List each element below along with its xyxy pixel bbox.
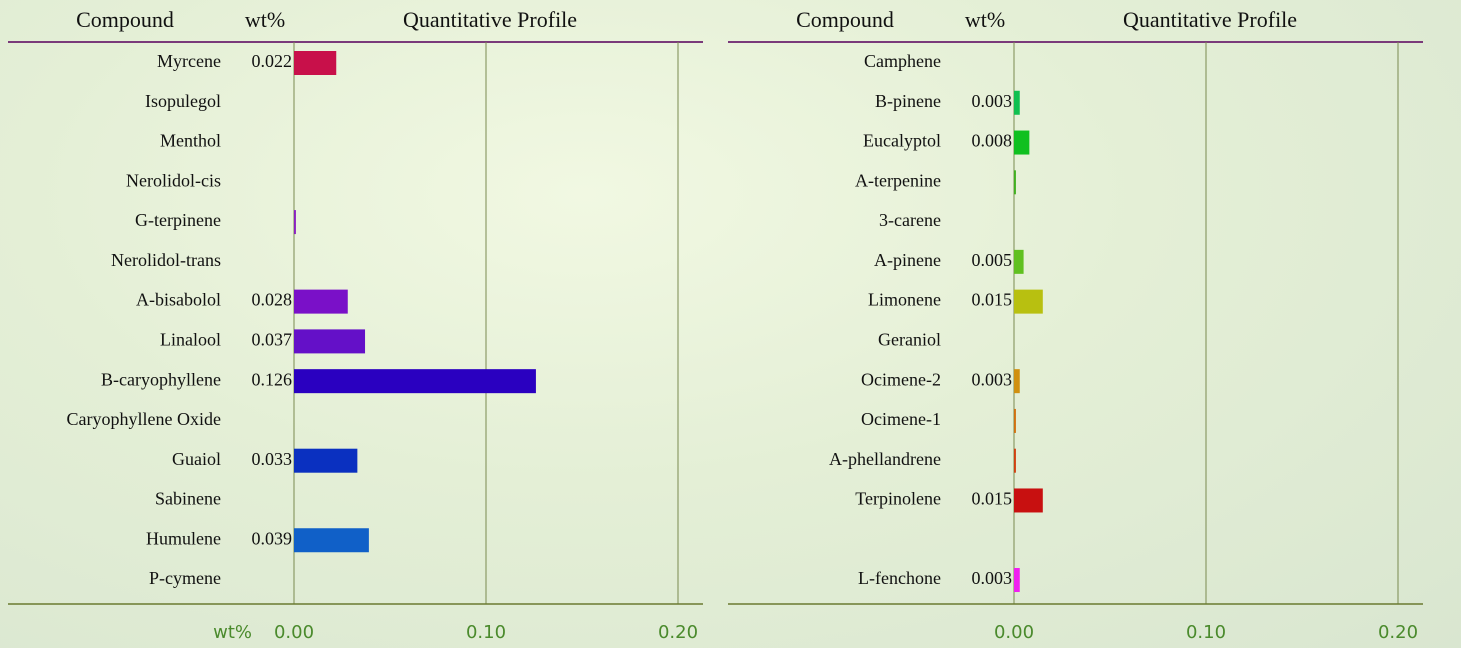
x-tick-label: 0.10 bbox=[466, 622, 506, 643]
bar bbox=[1014, 488, 1043, 513]
value-label: 0.005 bbox=[972, 250, 1013, 270]
header-compound: Compound bbox=[796, 7, 894, 32]
bar bbox=[294, 210, 296, 235]
bar bbox=[294, 369, 536, 394]
compound-label: Linalool bbox=[160, 330, 221, 350]
compound-label: Guaiol bbox=[172, 449, 221, 469]
compound-label: L-fenchone bbox=[858, 568, 941, 588]
value-label: 0.037 bbox=[252, 330, 293, 350]
compound-label: Humulene bbox=[146, 528, 221, 548]
x-tick-label: 0.20 bbox=[658, 622, 698, 643]
compound-label: Camphene bbox=[864, 51, 941, 71]
bar bbox=[1014, 90, 1020, 115]
bar bbox=[294, 51, 337, 75]
compound-label: A-phellandrene bbox=[829, 449, 941, 469]
compound-label: A-bisabolol bbox=[136, 290, 221, 310]
compound-label: P-cymene bbox=[149, 568, 221, 588]
bar bbox=[1014, 408, 1016, 433]
compound-label: Limonene bbox=[868, 290, 941, 310]
value-label: 0.015 bbox=[972, 290, 1013, 310]
compound-label: Terpinolene bbox=[855, 489, 941, 509]
compound-label: A-terpenine bbox=[855, 170, 941, 190]
value-label: 0.126 bbox=[252, 369, 293, 389]
x-tick-label: 0.10 bbox=[1186, 622, 1226, 643]
compound-label: Menthol bbox=[160, 131, 221, 151]
value-label: 0.008 bbox=[972, 131, 1013, 151]
bar bbox=[1014, 170, 1016, 195]
value-label: 0.003 bbox=[972, 568, 1013, 588]
compound-label: Ocimene-2 bbox=[861, 369, 941, 389]
compound-label: 3-carene bbox=[879, 210, 941, 230]
compound-label: Caryophyllene Oxide bbox=[67, 409, 221, 429]
value-label: 0.033 bbox=[252, 449, 293, 469]
compound-label: Nerolidol-trans bbox=[111, 250, 221, 270]
compound-label: Nerolidol-cis bbox=[126, 170, 221, 190]
compound-label: Isopulegol bbox=[145, 91, 221, 111]
bar bbox=[294, 329, 366, 354]
value-label: 0.039 bbox=[252, 528, 293, 548]
compound-label: A-pinene bbox=[874, 250, 941, 270]
x-tick-label: 0.00 bbox=[994, 622, 1034, 643]
bar bbox=[294, 448, 358, 473]
bar bbox=[294, 289, 348, 314]
compound-label: Eucalyptol bbox=[863, 131, 941, 151]
x-tick-label: 0.00 bbox=[274, 622, 314, 643]
header-profile: Quantitative Profile bbox=[1123, 7, 1297, 32]
value-label: 0.022 bbox=[252, 51, 293, 71]
value-label: 0.015 bbox=[972, 489, 1013, 509]
compound-label: Sabinene bbox=[155, 489, 221, 509]
compound-label: B-pinene bbox=[875, 91, 941, 111]
bar bbox=[1014, 249, 1024, 274]
compound-label: Ocimene-1 bbox=[861, 409, 941, 429]
value-label: 0.003 bbox=[972, 91, 1013, 111]
compound-label: Geraniol bbox=[878, 330, 941, 350]
header-profile: Quantitative Profile bbox=[403, 7, 577, 32]
bar bbox=[294, 528, 369, 553]
value-label: 0.003 bbox=[972, 369, 1013, 389]
compound-label: G-terpinene bbox=[135, 210, 221, 230]
value-label: 0.028 bbox=[252, 290, 293, 310]
bar bbox=[1014, 568, 1020, 593]
header-wt: wt% bbox=[245, 7, 285, 32]
compound-label: Myrcene bbox=[157, 51, 221, 71]
header-compound: Compound bbox=[76, 7, 174, 32]
bar bbox=[1014, 369, 1020, 394]
bar bbox=[1014, 289, 1043, 314]
x-axis-label: wt% bbox=[213, 622, 252, 643]
bar bbox=[1014, 130, 1030, 155]
compound-label: B-caryophyllene bbox=[101, 369, 221, 389]
bar bbox=[1014, 448, 1016, 473]
header-wt: wt% bbox=[965, 7, 1005, 32]
x-tick-label: 0.20 bbox=[1378, 622, 1418, 643]
